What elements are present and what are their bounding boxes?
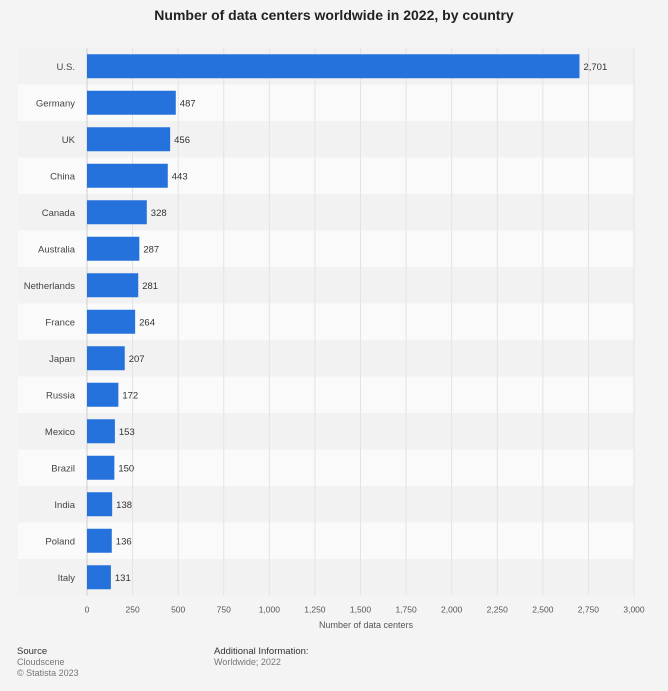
bar-mexico[interactable]	[87, 419, 115, 444]
x-tick-label: 500	[171, 605, 185, 615]
bar-india[interactable]	[87, 492, 113, 517]
category-label: Germany	[36, 98, 75, 109]
row-band	[18, 413, 634, 450]
bar-poland[interactable]	[87, 528, 112, 553]
additional-info-text: Worldwide; 2022	[214, 657, 281, 667]
x-tick-label: 0	[85, 605, 90, 615]
additional-info-heading[interactable]: Additional Information:	[214, 646, 309, 657]
x-tick-labels: 0 250 500 750 1,000 1,250 1,500 1,750 2,000 2,250…	[85, 605, 645, 615]
value-label: 153	[119, 427, 135, 438]
x-axis-title: Number of data centers	[319, 620, 414, 630]
bar-germany[interactable]	[87, 90, 176, 115]
category-label: China	[50, 171, 76, 182]
row-band	[18, 559, 634, 596]
category-label: Canada	[42, 208, 76, 219]
category-label: Brazil	[51, 463, 75, 474]
value-label: 136	[116, 536, 132, 547]
value-label: 287	[143, 244, 159, 255]
category-label: U.S.	[57, 62, 75, 73]
x-tick-label: 750	[217, 605, 231, 615]
bar-brazil[interactable]	[87, 455, 115, 480]
x-tick-label: 1,000	[259, 605, 281, 615]
source-name[interactable]: Cloudscene	[17, 657, 65, 667]
x-tick-label: 3,000	[623, 605, 645, 615]
x-tick-label: 2,750	[578, 605, 600, 615]
value-label: 456	[174, 135, 190, 146]
category-label: France	[45, 317, 75, 328]
category-label: Mexico	[45, 427, 75, 438]
bar-japan[interactable]	[87, 346, 125, 371]
x-tick-label: 1,500	[350, 605, 372, 615]
copyright: © Statista 2023	[17, 668, 79, 678]
category-labels: U.S. Germany UK China Canada Australia Netherl…	[24, 62, 76, 584]
category-label: India	[54, 500, 75, 511]
bar-australia[interactable]	[87, 236, 140, 261]
bar-uk[interactable]	[87, 127, 171, 152]
x-tick-label: 250	[125, 605, 139, 615]
value-labels: 2,701 487 456 443 328 287 281 264 207 172 153 150 13…	[115, 62, 607, 584]
x-tick-label: 2,500	[532, 605, 554, 615]
value-label: 207	[129, 354, 145, 365]
bar-italy[interactable]	[87, 565, 111, 590]
value-label: 2,701	[583, 62, 607, 73]
source-heading: Source	[17, 646, 48, 657]
additional-info-block: Additional Information: Worldwide; 2022	[214, 646, 309, 668]
bar-russia[interactable]	[87, 382, 119, 407]
value-label: 150	[118, 463, 134, 474]
bar-u-s[interactable]	[87, 54, 580, 79]
chart-title: Number of data centers worldwide in 2022…	[154, 7, 514, 23]
x-tick-label: 2,000	[441, 605, 463, 615]
category-label: Poland	[45, 536, 75, 547]
value-label: 172	[122, 390, 138, 401]
category-label: Italy	[58, 573, 76, 584]
row-band	[18, 376, 634, 413]
row-band	[18, 522, 634, 559]
x-tick-label: 1,250	[304, 605, 326, 615]
value-label: 131	[115, 573, 131, 584]
value-label: 328	[151, 208, 167, 219]
source-block: Source Cloudscene © Statista 2023	[17, 646, 79, 679]
category-label: Australia	[38, 244, 76, 255]
value-label: 264	[139, 317, 155, 328]
category-label: Russia	[46, 390, 76, 401]
value-label: 487	[180, 98, 196, 109]
row-band	[18, 486, 634, 523]
row-band	[18, 449, 634, 486]
value-label: 281	[142, 281, 158, 292]
bar-netherlands[interactable]	[87, 273, 139, 298]
x-tick-label: 1,750	[395, 605, 417, 615]
x-tick-label: 2,250	[487, 605, 509, 615]
value-label: 138	[116, 500, 132, 511]
category-label: Japan	[49, 354, 75, 365]
value-label: 443	[172, 171, 188, 182]
category-label: Netherlands	[24, 281, 75, 292]
bar-canada[interactable]	[87, 200, 147, 225]
bar-china[interactable]	[87, 163, 168, 188]
bar-france[interactable]	[87, 309, 136, 334]
category-label: UK	[62, 135, 76, 146]
bars	[87, 54, 580, 590]
